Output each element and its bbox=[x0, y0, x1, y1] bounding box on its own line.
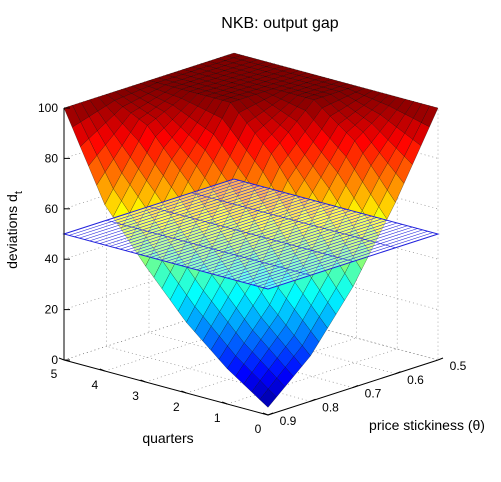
z-axis-label-main: deviations d bbox=[4, 194, 20, 269]
z-axis-label-subscript: t bbox=[13, 191, 25, 194]
x-tick-label: 5 bbox=[51, 367, 58, 381]
x-tick-label: 1 bbox=[214, 411, 221, 425]
y-tick bbox=[438, 358, 443, 360]
x-tick-label: 0 bbox=[255, 422, 262, 436]
z-tick-label: 80 bbox=[45, 151, 59, 165]
x-tick-label: 3 bbox=[132, 389, 139, 403]
y-axis-label: price stickiness (θ) bbox=[369, 417, 485, 433]
x-tick bbox=[59, 358, 64, 360]
y-tick-label: 0.8 bbox=[322, 400, 339, 414]
x-axis-label: quarters bbox=[142, 430, 193, 446]
z-axis-label: deviations dt bbox=[4, 191, 25, 269]
z-tick-label: 60 bbox=[45, 202, 59, 216]
z-tick-label: 100 bbox=[38, 101, 58, 115]
chart-title: NKB: output gap bbox=[221, 15, 339, 32]
x-tick-label: 4 bbox=[91, 378, 98, 392]
y-tick-label: 0.7 bbox=[365, 387, 382, 401]
z-tick-label: 0 bbox=[51, 353, 58, 367]
x-tick-label: 2 bbox=[173, 400, 180, 414]
z-tick-label: 20 bbox=[45, 303, 59, 317]
y-tick-label: 0.9 bbox=[280, 414, 297, 428]
y-tick-label: 0.6 bbox=[407, 373, 424, 387]
z-tick-label: 40 bbox=[45, 252, 59, 266]
y-tick-label: 0.5 bbox=[450, 359, 467, 373]
